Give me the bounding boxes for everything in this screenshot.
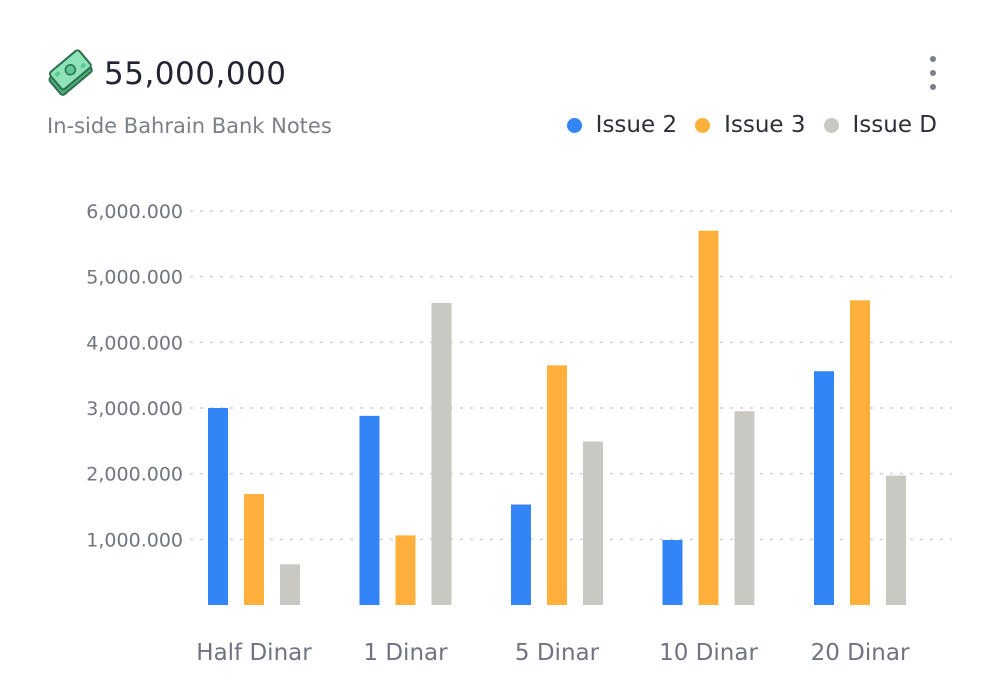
- bar-issue-3-20-dinar[interactable]: [850, 300, 870, 605]
- y-tick-label: 5,000.000: [86, 267, 183, 289]
- x-category-label: 10 Dinar: [659, 640, 758, 666]
- y-tick-label: 1,000.000: [86, 529, 183, 551]
- bar-issue-2-half-dinar[interactable]: [208, 408, 228, 605]
- legend-dot: [695, 117, 711, 133]
- legend-item-issue-d[interactable]: Issue D: [823, 112, 938, 138]
- legend-label: Issue 3: [724, 112, 806, 138]
- bar-issue-3-1-dinar[interactable]: [395, 535, 416, 605]
- y-tick-label: 6,000.000: [86, 201, 183, 223]
- bar-issue-3-5-dinar[interactable]: [547, 365, 567, 605]
- x-category-label: 5 Dinar: [515, 640, 600, 666]
- x-category-label: Half Dinar: [196, 640, 312, 666]
- card-header: 55,000,000: [44, 48, 287, 100]
- bar-issue-d-20-dinar[interactable]: [886, 475, 906, 605]
- bar-issue-3-half-dinar[interactable]: [244, 494, 264, 605]
- kebab-menu-icon[interactable]: [920, 54, 946, 94]
- legend-item-issue-3[interactable]: Issue 3: [695, 112, 806, 138]
- y-tick-label: 3,000.000: [86, 398, 183, 420]
- x-category-label: 1 Dinar: [363, 640, 448, 666]
- bar-issue-2-20-dinar[interactable]: [814, 371, 834, 605]
- legend-label: Issue 2: [595, 112, 678, 138]
- y-tick-label: 2,000.000: [86, 464, 183, 486]
- bar-issue-d-5-dinar[interactable]: [583, 441, 603, 605]
- x-category-label: 20 Dinar: [811, 640, 910, 666]
- banknote-icon: [48, 49, 93, 96]
- bar-issue-d-10-dinar[interactable]: [734, 411, 755, 605]
- bar-issue-d-half-dinar[interactable]: [280, 564, 300, 605]
- bar-issue-d-1-dinar[interactable]: [431, 302, 452, 605]
- chart-subtitle: In-side Bahrain Bank Notes: [47, 114, 332, 138]
- bar-issue-2-1-dinar[interactable]: [359, 415, 380, 605]
- total-value: 55,000,000: [104, 56, 287, 92]
- legend-dot: [566, 117, 582, 133]
- bar-issue-2-10-dinar[interactable]: [662, 539, 683, 605]
- legend-dot: [823, 117, 839, 133]
- legend-item-issue-2[interactable]: Issue 2: [566, 112, 678, 138]
- bar-issue-3-10-dinar[interactable]: [698, 230, 719, 605]
- y-tick-label: 4,000.000: [86, 332, 183, 354]
- bar-issue-2-5-dinar[interactable]: [511, 504, 531, 605]
- legend-label: Issue D: [852, 112, 938, 138]
- chart-legend: Issue 2 Issue 3 Issue D: [549, 112, 937, 138]
